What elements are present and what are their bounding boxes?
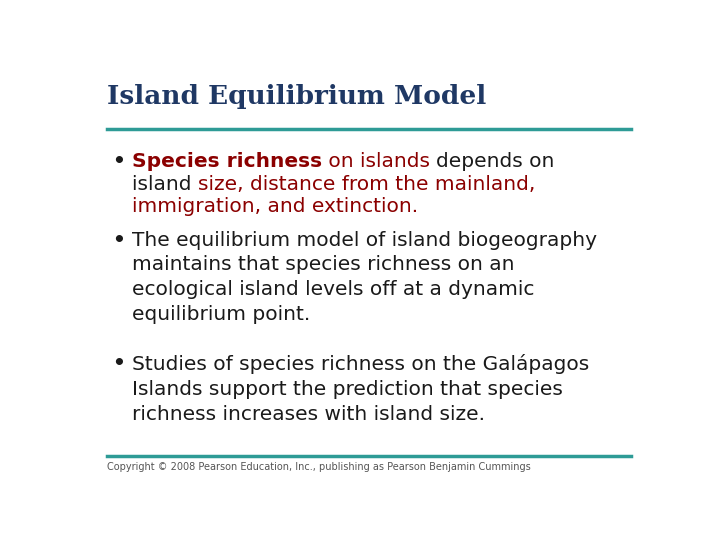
Text: island: island xyxy=(132,174,198,194)
Text: •: • xyxy=(112,354,125,373)
Text: Species richness: Species richness xyxy=(132,152,322,171)
Text: immigration, and extinction.: immigration, and extinction. xyxy=(132,197,418,216)
Text: on islands: on islands xyxy=(322,152,436,171)
Text: Copyright © 2008 Pearson Education, Inc., publishing as Pearson Benjamin Cumming: Copyright © 2008 Pearson Education, Inc.… xyxy=(107,462,531,472)
Text: depends on: depends on xyxy=(436,152,554,171)
Text: Island Equilibrium Model: Island Equilibrium Model xyxy=(107,84,486,109)
Text: size, distance from the mainland,: size, distance from the mainland, xyxy=(198,174,535,194)
Text: •: • xyxy=(112,152,125,171)
Text: •: • xyxy=(112,231,125,250)
Text: Studies of species richness on the Galápagos
Islands support the prediction that: Studies of species richness on the Galáp… xyxy=(132,354,589,424)
Text: The equilibrium model of island biogeography
maintains that species richness on : The equilibrium model of island biogeogr… xyxy=(132,231,597,324)
